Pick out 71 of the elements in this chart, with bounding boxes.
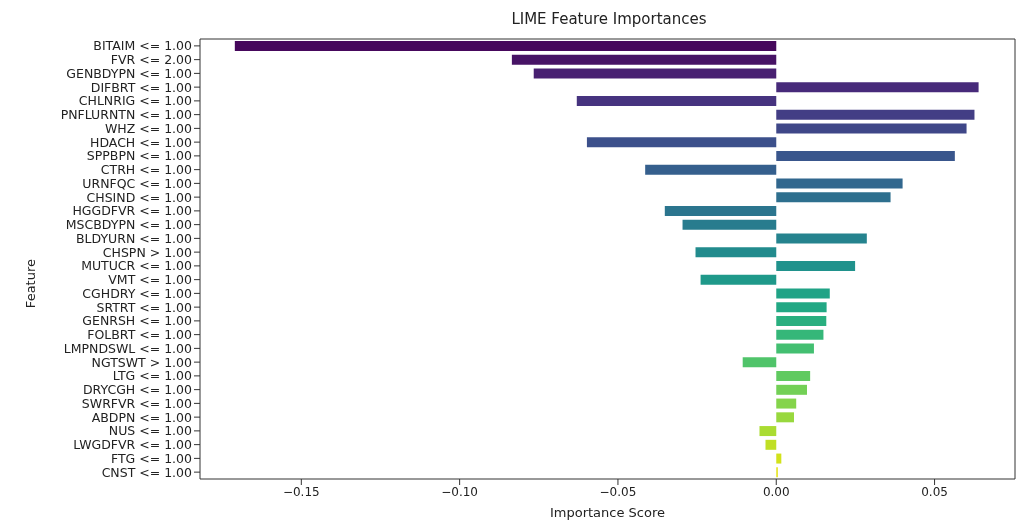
- x-tick-label: 0.00: [762, 484, 790, 499]
- bar: [776, 261, 856, 272]
- y-tick-label: SWRFVR <= 1.00: [81, 395, 193, 411]
- bar: [682, 219, 777, 230]
- bar: [776, 384, 807, 395]
- bar: [776, 329, 824, 340]
- bar: [776, 302, 827, 313]
- bar: [576, 96, 777, 107]
- y-tick-label: BITAIM <= 1.00: [93, 38, 193, 54]
- y-tick-label: FOLBRT <= 1.00: [87, 327, 193, 343]
- bar: [776, 192, 891, 203]
- bar: [776, 151, 955, 162]
- y-tick-label: CTRH <= 1.00: [100, 162, 193, 178]
- bar: [511, 54, 777, 65]
- bar: [695, 247, 777, 258]
- y-tick-label: WHZ <= 1.00: [104, 120, 193, 136]
- y-tick-label: GENBDYPN <= 1.00: [66, 65, 193, 81]
- x-tick-label: −0.10: [441, 484, 479, 499]
- y-axis-title: Feature: [22, 259, 38, 309]
- bar: [700, 274, 777, 285]
- y-tick-label: SRTRT <= 1.00: [96, 299, 193, 315]
- y-tick-label: SPPBPN <= 1.00: [86, 148, 193, 164]
- x-axis-title: Importance Score: [549, 505, 666, 520]
- y-tick-label: CHLNRIG <= 1.00: [78, 93, 193, 109]
- y-tick-label: HDACH <= 1.00: [90, 134, 193, 150]
- bar: [776, 412, 794, 423]
- y-tick-label: LMPNDSWL <= 1.00: [63, 340, 193, 356]
- y-tick-label: HGGDFVR <= 1.00: [72, 203, 193, 219]
- bar: [586, 137, 777, 148]
- bar: [776, 123, 967, 134]
- y-tick-label: PNFLURNTN <= 1.00: [60, 107, 193, 123]
- bar: [776, 233, 867, 244]
- y-tick-label: MSCBDYPN <= 1.00: [65, 217, 193, 233]
- y-tick-label: CHSPN > 1.00: [102, 244, 193, 260]
- y-tick-label: ABDPN <= 1.00: [91, 409, 193, 425]
- y-tick-label: DRYCGH <= 1.00: [82, 382, 193, 398]
- bar: [533, 68, 777, 79]
- y-tick-label: CHSIND <= 1.00: [86, 189, 193, 205]
- bar: [776, 371, 811, 382]
- y-tick-label: NGTSWT > 1.00: [91, 354, 193, 370]
- x-tick-label: −0.05: [599, 484, 637, 499]
- bar: [234, 41, 777, 52]
- bar: [776, 316, 827, 327]
- y-tick-label: BLDYURN <= 1.00: [75, 230, 193, 246]
- y-tick-label: NUS <= 1.00: [108, 423, 193, 439]
- chart-title: LIME Feature Importances: [510, 10, 708, 28]
- y-tick-label: CGHDRY <= 1.00: [82, 285, 193, 301]
- bar: [759, 426, 777, 437]
- y-tick-label: URNFQC <= 1.00: [82, 175, 193, 191]
- x-tick-label: −0.15: [282, 484, 320, 499]
- bar: [776, 398, 797, 409]
- x-tick-label: 0.05: [921, 484, 948, 499]
- y-tick-label: LTG <= 1.00: [112, 368, 193, 384]
- y-tick-label: DIFBRT <= 1.00: [90, 79, 193, 95]
- y-tick-label: FVR <= 2.00: [110, 52, 193, 68]
- bar: [776, 288, 830, 299]
- bar: [645, 164, 777, 175]
- y-tick-label: VMT <= 1.00: [108, 272, 193, 288]
- bar: [776, 453, 782, 464]
- y-tick-label: FTG <= 1.00: [110, 450, 193, 466]
- y-tick-label: CNST <= 1.00: [101, 464, 193, 480]
- bar: [664, 206, 777, 217]
- y-tick-label: MUTUCR <= 1.00: [81, 258, 193, 274]
- bar: [776, 343, 814, 354]
- bar: [742, 357, 777, 368]
- bar: [765, 439, 777, 450]
- bar: [776, 178, 903, 189]
- y-tick-label: GENRSH <= 1.00: [82, 313, 193, 329]
- bar: [776, 109, 975, 120]
- bar: [776, 82, 979, 93]
- y-tick-label: LWGDFVR <= 1.00: [73, 437, 193, 453]
